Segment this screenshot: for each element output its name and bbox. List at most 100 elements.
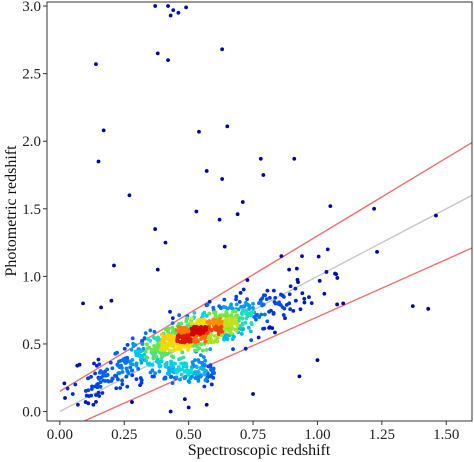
data-point (124, 360, 129, 365)
data-point (229, 331, 234, 336)
data-point (174, 328, 179, 333)
data-point (163, 364, 168, 369)
data-point (410, 304, 415, 309)
data-point (96, 159, 101, 164)
data-point (186, 348, 190, 353)
data-point (89, 387, 94, 391)
data-point (230, 321, 234, 326)
data-point (204, 325, 208, 330)
data-point (166, 4, 170, 8)
data-point (97, 362, 102, 367)
data-point (233, 316, 238, 321)
data-point (175, 339, 180, 344)
data-point (222, 335, 227, 340)
data-point (118, 386, 123, 390)
data-point (197, 129, 201, 134)
data-point (161, 348, 166, 353)
data-point (204, 402, 209, 407)
data-point (202, 384, 207, 389)
data-point (190, 321, 194, 325)
data-point (158, 364, 163, 369)
data-point (113, 373, 117, 378)
data-point (168, 13, 173, 18)
data-point (101, 128, 106, 133)
data-point (73, 382, 78, 387)
data-point (128, 365, 133, 370)
data-point (208, 337, 212, 342)
data-point (322, 291, 327, 296)
data-point (199, 373, 203, 378)
data-point (177, 321, 181, 326)
data-point (148, 338, 153, 343)
data-point (251, 392, 255, 396)
data-point (273, 330, 277, 335)
data-point (203, 358, 208, 363)
data-point (426, 306, 431, 311)
data-point (179, 340, 184, 344)
data-point (242, 304, 246, 309)
data-point (116, 377, 120, 382)
data-point (129, 347, 134, 352)
data-point (229, 302, 233, 307)
data-point (154, 344, 159, 349)
data-point (186, 405, 191, 410)
data-point (232, 334, 236, 339)
reference-line-identity (59, 194, 472, 413)
data-point (163, 327, 168, 331)
data-point (169, 374, 174, 379)
y-tick-label: 3.0 (22, 0, 41, 15)
data-point (375, 250, 379, 254)
data-point (264, 297, 269, 302)
data-point (105, 367, 110, 372)
data-point (178, 356, 183, 361)
data-point (143, 355, 148, 360)
data-point (287, 267, 292, 272)
data-point (239, 304, 244, 309)
data-point (95, 385, 100, 390)
y-axis: 0.0 0.5 1.0 1.5 2.0 2.5 3.0 (22, 0, 47, 421)
data-point (186, 373, 191, 377)
data-point (170, 381, 175, 386)
y-tick-label: 1.5 (22, 202, 41, 218)
data-point (288, 284, 293, 289)
data-point (199, 325, 203, 329)
data-point (171, 8, 176, 13)
data-point (300, 291, 305, 296)
data-point (315, 358, 320, 363)
data-point (152, 329, 157, 334)
data-point (160, 344, 165, 349)
data-point (140, 338, 144, 343)
data-point (99, 305, 103, 310)
data-point (140, 341, 145, 346)
data-point (65, 386, 70, 391)
data-point (292, 156, 297, 161)
data-point (83, 400, 88, 404)
data-point (186, 379, 191, 384)
data-point (235, 212, 240, 217)
data-point (225, 317, 230, 322)
data-point (83, 389, 88, 393)
data-point (114, 386, 119, 391)
data-point (139, 380, 144, 385)
data-point (129, 368, 134, 373)
data-point (302, 300, 307, 305)
data-point (271, 288, 276, 293)
data-point (196, 358, 201, 362)
data-point (155, 267, 160, 272)
data-point (170, 316, 175, 321)
data-point (207, 299, 212, 304)
data-point (328, 204, 333, 208)
data-point (217, 217, 222, 222)
data-point (214, 339, 219, 343)
data-point (153, 4, 158, 8)
data-point (300, 254, 304, 258)
data-point (211, 376, 216, 380)
data-point (434, 213, 438, 218)
x-tick-label: 1.25 (369, 427, 395, 443)
data-point (170, 321, 175, 326)
data-point (112, 263, 116, 268)
data-point (148, 328, 153, 333)
data-point (302, 296, 307, 301)
data-point (109, 298, 114, 303)
